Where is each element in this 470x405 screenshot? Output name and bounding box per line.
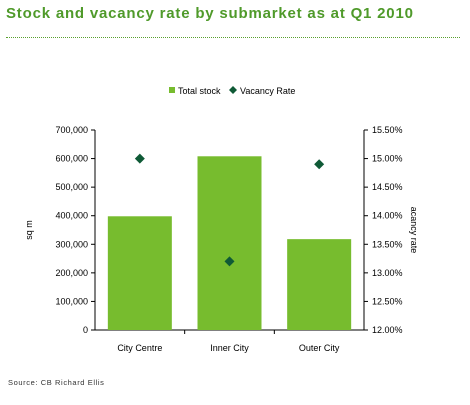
chart: Total stock Vacancy Rate 0 100,000 200,000…	[24, 86, 419, 353]
y-tick-label: 700,000	[55, 125, 88, 135]
y2-tick-label: 12.00%	[372, 325, 403, 335]
y2-axis-label: acancy rate	[409, 207, 419, 254]
y-tick-label: 300,000	[55, 239, 88, 249]
legend-label-total-stock: Total stock	[178, 86, 221, 96]
legend: Total stock Vacancy Rate	[169, 86, 295, 96]
bar-city-centre	[107, 216, 172, 330]
y2-tick-label: 12.50%	[372, 296, 403, 306]
y2-tick-label: 15.00%	[372, 154, 403, 164]
chart-title: Stock and vacancy rate by submarket as a…	[6, 5, 414, 22]
bar-inner-city	[197, 156, 262, 330]
y-tick-label: 500,000	[55, 182, 88, 192]
y2-tick-label: 13.50%	[372, 239, 403, 249]
x-tick-label: Inner City	[210, 343, 249, 353]
y-tick-label: 400,000	[55, 211, 88, 221]
source-note: Source: CB Richard Ellis	[8, 378, 105, 387]
y-tick-label: 200,000	[55, 268, 88, 278]
y2-tick-label: 14.00%	[372, 211, 403, 221]
vacancy-marker-inner-city	[224, 256, 235, 267]
y-tick-label: 100,000	[55, 296, 88, 306]
y-axis-label: sq m	[24, 220, 34, 240]
title-divider	[6, 37, 460, 38]
x-tick-label: Outer City	[299, 343, 340, 353]
bar-outer-city	[287, 239, 352, 330]
vacancy-marker-outer-city	[314, 159, 325, 170]
legend-swatch-total-stock	[169, 87, 175, 93]
y-tick-label: 600,000	[55, 154, 88, 164]
legend-marker-vacancy-rate	[229, 86, 237, 94]
vacancy-marker-city-centre	[134, 153, 145, 164]
y-tick-label: 0	[83, 325, 88, 335]
legend-label-vacancy-rate: Vacancy Rate	[240, 86, 295, 96]
y2-tick-label: 15.50%	[372, 125, 403, 135]
x-tick-label: City Centre	[117, 343, 162, 353]
y2-tick-label: 13.00%	[372, 268, 403, 278]
y2-tick-label: 14.50%	[372, 182, 403, 192]
